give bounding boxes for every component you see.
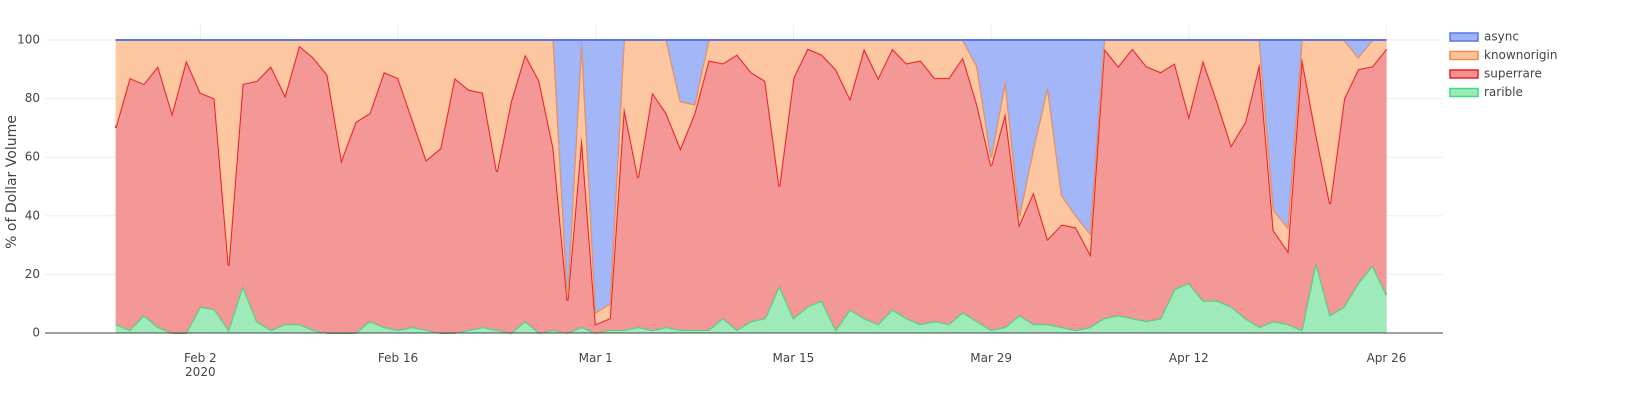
legend-label: knownorigin — [1484, 48, 1557, 62]
legend-swatch — [1449, 50, 1479, 61]
area — [115, 262, 1387, 333]
x-tick-label-line: 2020 — [185, 365, 216, 379]
x-tick-label-line: Mar 15 — [773, 351, 815, 365]
legend-swatch — [1449, 32, 1479, 42]
legend-label: superrare — [1484, 67, 1542, 81]
legend-label: async — [1484, 30, 1519, 44]
x-tick-label: Feb 16 — [378, 351, 418, 365]
x-tick-label-line: Mar 29 — [970, 351, 1012, 365]
y-tick-label: 100 — [17, 33, 40, 47]
y-tick-label: 40 — [25, 208, 40, 222]
x-tick-label-line: Feb 2 — [184, 351, 217, 365]
legend-swatch — [1449, 69, 1479, 79]
legend-swatch — [1449, 87, 1479, 98]
area — [115, 45, 1387, 334]
x-tick-label: Apr 26 — [1367, 351, 1407, 365]
x-tick-label-line: Apr 12 — [1169, 351, 1209, 365]
x-tick-label-line: Apr 26 — [1367, 351, 1407, 365]
x-tick-label-line: Mar 1 — [579, 351, 613, 365]
legend-label: rarible — [1484, 85, 1523, 99]
y-tick-label: 80 — [25, 91, 40, 105]
x-tick-label: Feb 2 2020 — [184, 351, 217, 379]
x-tick-label: Mar 15 — [773, 351, 815, 365]
x-tick-label: Mar 29 — [970, 351, 1012, 365]
y-tick-label: 0 — [32, 326, 40, 340]
area — [115, 40, 1387, 325]
area — [115, 40, 1387, 313]
y-tick-label: 20 — [25, 267, 40, 281]
y-axis-label: % of Dollar Volume — [4, 115, 20, 249]
x-tick-label: Mar 1 — [579, 351, 613, 365]
x-tick-label: Apr 12 — [1169, 351, 1209, 365]
x-tick-label-line: Feb 16 — [378, 351, 418, 365]
y-tick-label: 60 — [25, 150, 40, 164]
